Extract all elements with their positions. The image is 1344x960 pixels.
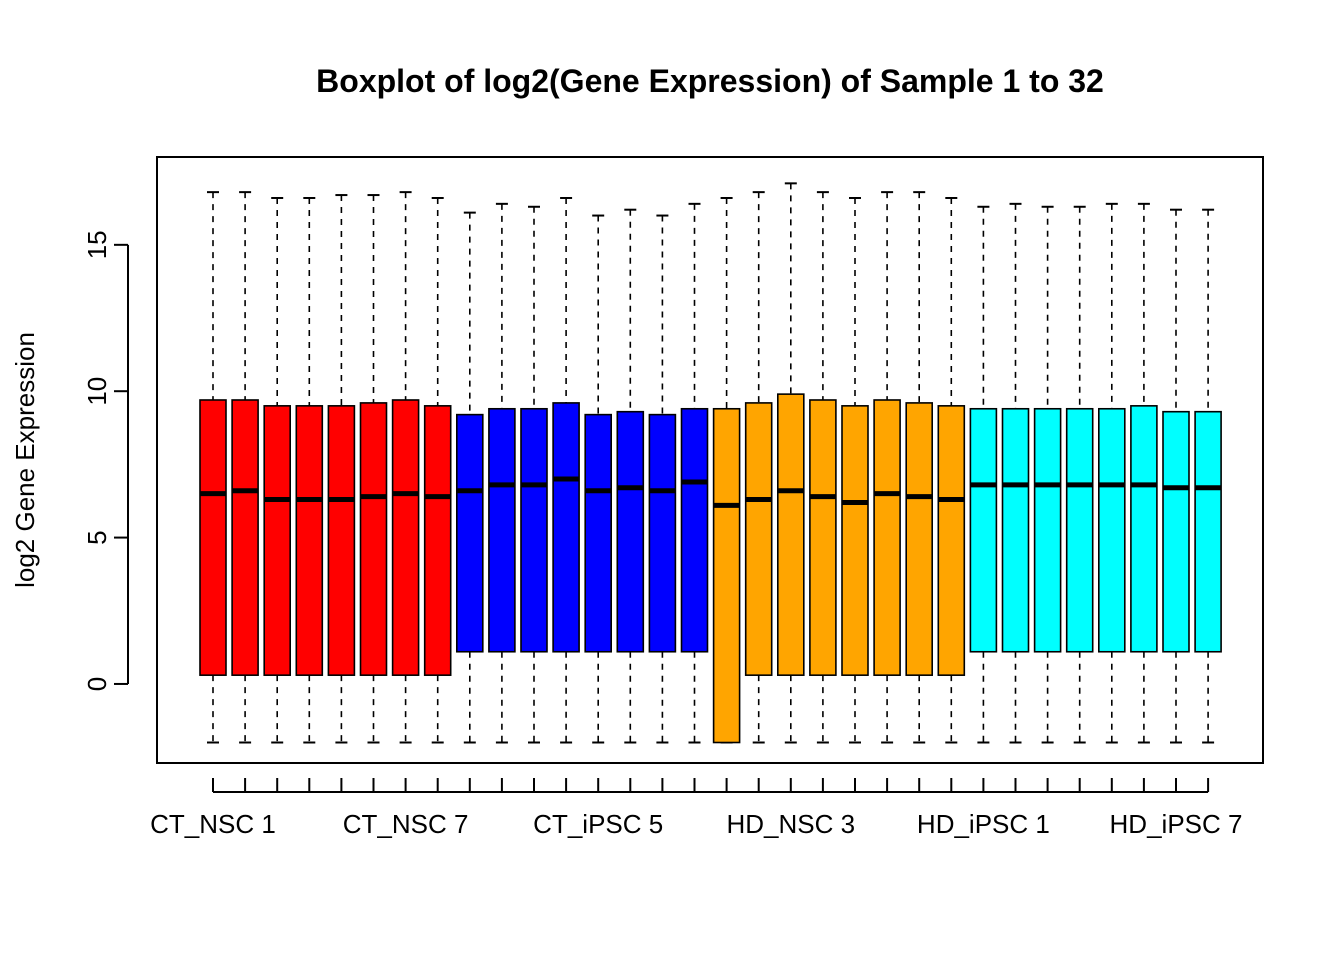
x-tick-label: CT_NSC 1 — [150, 809, 276, 839]
box-27 — [1033, 205, 1062, 744]
plot-frame — [156, 156, 1264, 764]
box-30 — [1130, 202, 1158, 744]
box-8 — [423, 196, 452, 744]
box-25 — [969, 205, 998, 744]
box-2 — [231, 191, 259, 744]
chart-title: Boxplot of log2(Gene Expression) of Samp… — [316, 63, 1104, 99]
x-tick-label: CT_iPSC 5 — [533, 809, 663, 839]
box-body — [552, 402, 580, 653]
box-28 — [1065, 205, 1094, 744]
box-29 — [1098, 202, 1126, 744]
y-tick-label: 10 — [82, 377, 112, 406]
box-5 — [327, 194, 356, 744]
box-26 — [1001, 202, 1030, 744]
box-body — [391, 399, 420, 676]
box-body — [1130, 405, 1158, 653]
box-body — [327, 405, 356, 676]
x-tick-label: HD_iPSC 7 — [1110, 809, 1243, 839]
box-7 — [391, 191, 420, 744]
box-body — [873, 399, 901, 676]
box-body — [744, 402, 773, 676]
box-body — [969, 407, 998, 653]
box-body — [1065, 407, 1094, 653]
box-body — [616, 410, 645, 653]
box-20 — [809, 191, 837, 744]
box-body — [841, 405, 869, 676]
y-tick-label: 0 — [82, 677, 112, 691]
box-body — [1162, 410, 1190, 653]
box-4 — [295, 196, 324, 744]
box-body — [1001, 407, 1030, 653]
box-13 — [584, 214, 613, 744]
box-16 — [680, 202, 709, 744]
box-body — [231, 399, 259, 676]
box-body — [520, 407, 548, 653]
box-1 — [199, 191, 227, 744]
box-23 — [905, 191, 934, 744]
box-24 — [937, 196, 966, 744]
box-body — [905, 402, 934, 676]
box-body — [488, 407, 516, 653]
box-18 — [744, 191, 773, 744]
box-31 — [1162, 208, 1190, 744]
box-body — [584, 413, 613, 653]
y-tick-label: 5 — [82, 530, 112, 544]
box-body — [648, 413, 677, 653]
box-body — [937, 405, 966, 676]
box-body — [199, 399, 227, 676]
y-tick-label: 15 — [82, 230, 112, 259]
y-axis: 0 5 10 15 — [82, 230, 129, 691]
box-9 — [455, 211, 484, 744]
box-17 — [712, 196, 741, 744]
box-19 — [776, 182, 805, 744]
box-body — [359, 402, 388, 676]
box-body — [712, 407, 741, 744]
box-body — [295, 405, 324, 676]
box-body — [423, 405, 452, 676]
x-tick-label: HD_NSC 3 — [727, 809, 856, 839]
x-tick-label: HD_iPSC 1 — [917, 809, 1050, 839]
box-body — [1098, 407, 1126, 653]
boxes-layer — [199, 182, 1222, 744]
box-3 — [263, 196, 292, 744]
box-body — [680, 407, 709, 653]
box-body — [1033, 407, 1062, 653]
box-10 — [488, 202, 516, 744]
x-axis: CT_NSC 1 CT_NSC 7 CT_iPSC 5 HD_NSC 3 HD_iPSC… — [150, 778, 1242, 839]
box-body — [263, 405, 292, 676]
box-15 — [648, 214, 677, 744]
box-22 — [873, 191, 901, 744]
box-body — [776, 393, 805, 676]
box-6 — [359, 194, 388, 744]
box-14 — [616, 208, 645, 744]
box-11 — [520, 205, 548, 744]
box-32 — [1194, 208, 1222, 744]
x-tick-label: CT_NSC 7 — [343, 809, 469, 839]
box-body — [1194, 410, 1222, 653]
box-body — [809, 399, 837, 676]
box-12 — [552, 196, 580, 744]
y-axis-label: log2 Gene Expression — [10, 332, 40, 588]
box-21 — [841, 196, 869, 744]
box-body — [455, 413, 484, 653]
